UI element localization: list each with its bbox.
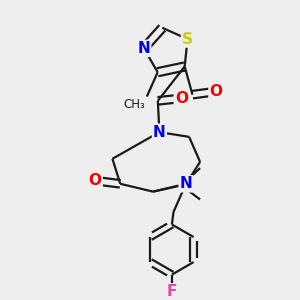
Text: O: O [89,173,102,188]
Text: N: N [137,41,150,56]
Text: N: N [180,176,192,191]
Text: F: F [167,284,177,299]
Text: O: O [175,91,188,106]
Text: O: O [209,84,223,99]
Text: N: N [153,125,166,140]
Text: CH₃: CH₃ [124,98,145,111]
Text: S: S [182,32,193,46]
